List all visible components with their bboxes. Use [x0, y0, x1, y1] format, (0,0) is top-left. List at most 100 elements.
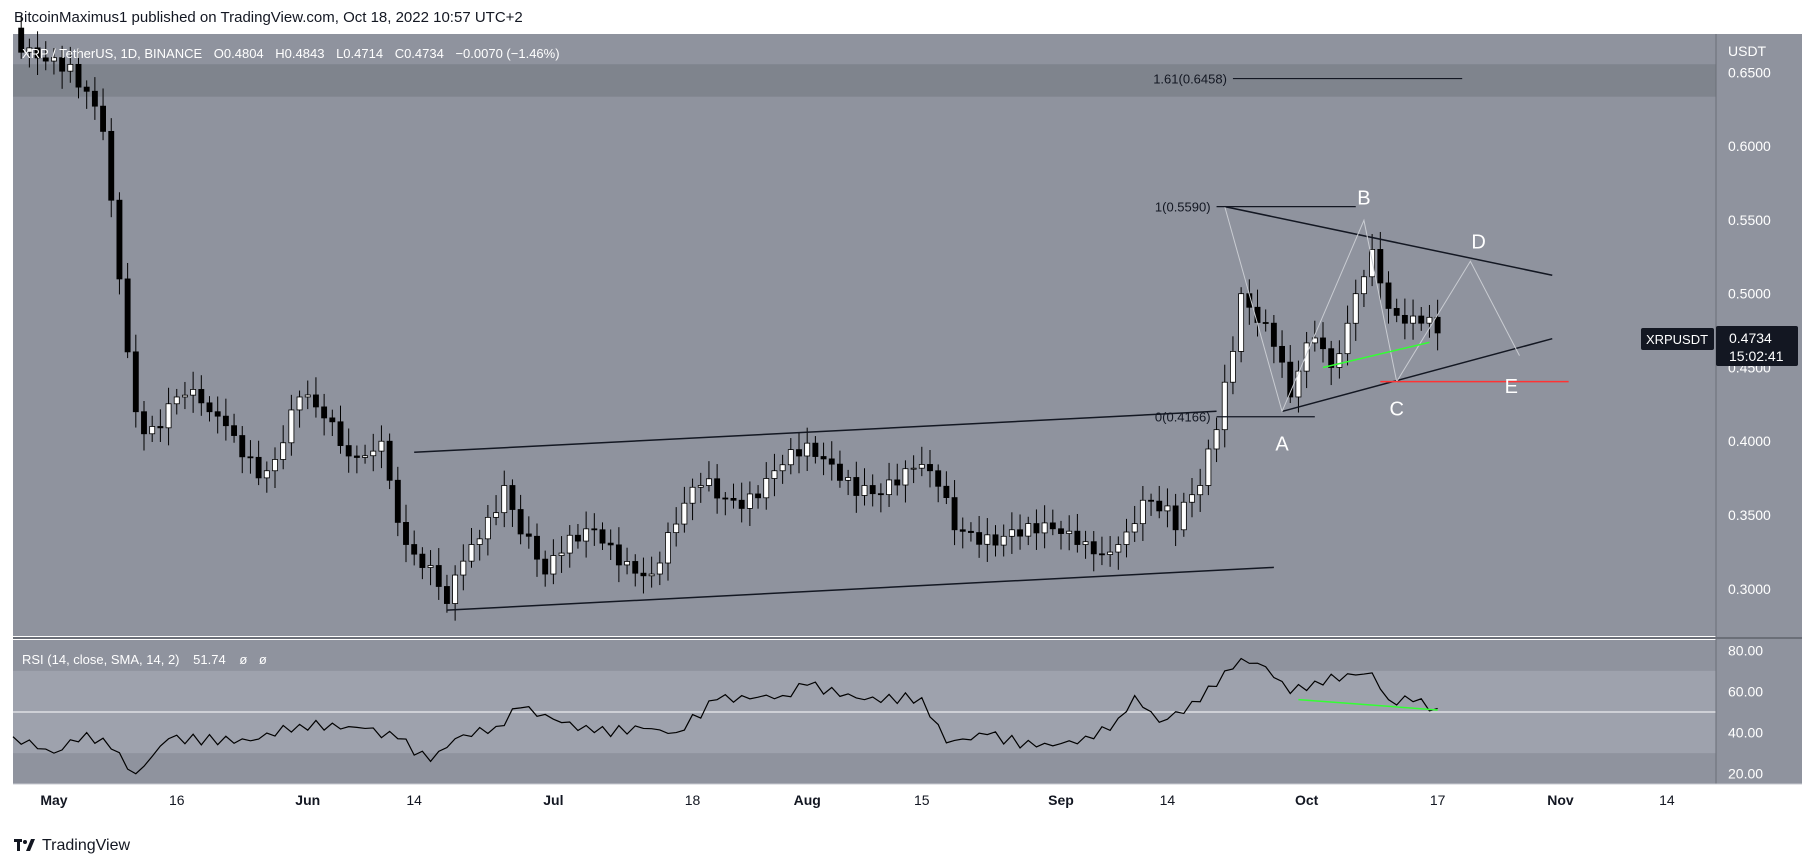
candle-body: [836, 463, 843, 481]
candle-body: [26, 47, 33, 53]
candle-body: [1295, 370, 1302, 398]
candle-body: [845, 477, 852, 481]
candle-body: [722, 497, 729, 500]
candle-body: [877, 493, 884, 496]
time-tick-label: Oct: [1295, 792, 1319, 808]
candle-body: [419, 553, 426, 568]
candle-body: [1205, 448, 1212, 486]
candle-body: [1328, 348, 1335, 368]
resistance-zone-band: [13, 64, 1716, 97]
candle-body: [190, 389, 197, 396]
candle-body: [779, 464, 786, 472]
candle-body: [1229, 351, 1236, 383]
legend-low: 0.4714: [343, 46, 383, 61]
candle-body: [116, 199, 123, 280]
candle-body: [231, 425, 238, 436]
wave-label-a: A: [1275, 434, 1289, 456]
candle-body: [886, 479, 893, 496]
price-divergence-line: [1322, 341, 1430, 369]
price-tag-countdown: 15:02:41: [1729, 348, 1784, 364]
wave-label-e: E: [1505, 376, 1518, 398]
price-tag-price: 0.4734: [1729, 330, 1772, 346]
candle-body: [443, 586, 450, 604]
candle-body: [1287, 361, 1294, 398]
candle-body: [427, 565, 434, 568]
rsi-value: 51.74: [193, 652, 226, 667]
legend-close: 0.4734: [404, 46, 444, 61]
candle-body: [918, 464, 925, 469]
time-tick-label: 17: [1430, 792, 1446, 808]
candle-body: [894, 479, 901, 486]
candle-body: [288, 409, 295, 444]
candle-body: [534, 535, 540, 560]
candle-body: [967, 530, 974, 533]
candle-body: [599, 529, 606, 544]
candle-body: [83, 86, 90, 92]
time-tick-label: May: [40, 792, 67, 808]
time-axis[interactable]: [13, 784, 1716, 816]
candle-body: [976, 532, 983, 545]
price-axis[interactable]: [1716, 34, 1802, 784]
candle-body: [181, 394, 188, 398]
candle-body: [501, 485, 508, 514]
trendline-channel-lower: [446, 566, 1274, 611]
wave-label-b: B: [1357, 187, 1370, 209]
candle-body: [435, 565, 442, 587]
chart-legend: XRP / TetherUS, 1D, BINANCE O0.4804 H0.4…: [22, 46, 560, 61]
candle-body: [222, 415, 229, 427]
rsi-tick-label: 20.00: [1728, 766, 1763, 782]
chart-drawings: [414, 205, 1569, 611]
candle-body: [1410, 315, 1417, 324]
rsi-tick-label: 80.00: [1728, 642, 1763, 658]
price-tag-symbol: XRPUSDT: [1646, 332, 1708, 347]
candle-body: [239, 435, 246, 458]
footer: TradingView: [14, 837, 130, 855]
candle-body: [1058, 528, 1064, 534]
wave-label-d: D: [1471, 232, 1485, 254]
candle-body: [263, 470, 270, 479]
price-axis-ticks: 0.65000.60000.55000.50000.45000.40000.35…: [1728, 64, 1771, 596]
rsi-series: [12, 657, 1438, 775]
fib-label: 0(0.4166): [1155, 410, 1211, 425]
candle-body: [67, 63, 74, 72]
candle-body: [820, 456, 827, 460]
candle-body: [1123, 531, 1130, 545]
trendline-channel-upper: [414, 410, 1217, 454]
candle-body: [132, 351, 139, 413]
candle-body: [198, 389, 205, 404]
candle-body: [329, 417, 336, 423]
price-tag: XRPUSDT 0.4734 15:02:41: [1641, 326, 1798, 366]
candle-body: [787, 449, 794, 466]
time-tick-label: 18: [685, 792, 701, 808]
time-tick-label: 15: [914, 792, 930, 808]
candle-body: [517, 509, 524, 535]
price-tag-symbol-box: [1641, 328, 1714, 350]
rsi-tick-label: 60.00: [1728, 683, 1763, 699]
price-tick-label: 0.4000: [1728, 433, 1771, 449]
candle-body: [714, 478, 721, 499]
candle-body: [476, 538, 483, 545]
rsi-legend: RSI (14, close, SMA, 14, 2) 51.74 ø ø: [22, 652, 267, 667]
candle-body: [1189, 494, 1195, 503]
candle-body: [149, 426, 156, 435]
candle-body: [812, 442, 819, 457]
publisher-header: BitcoinMaximus1 published on TradingView…: [14, 9, 523, 26]
candle-body: [1172, 505, 1179, 531]
candle-body: [1418, 315, 1425, 324]
candle-body: [1303, 342, 1310, 372]
fibonacci-levels: 1.61(0.6458) 1(0.5590) 0(0.4166): [1153, 72, 1463, 425]
candle-body: [1107, 551, 1114, 555]
candle-body: [157, 426, 164, 429]
candle-body: [1017, 529, 1024, 537]
candle-body: [272, 459, 278, 472]
price-tick-label: 0.6000: [1728, 138, 1771, 154]
candle-body: [1344, 322, 1351, 355]
legend-change: −0.0070 (−1.46%): [455, 46, 559, 61]
trendline-triangle-upper: [1224, 205, 1553, 276]
candle-body: [1049, 522, 1056, 530]
time-axis-ticks: May 16 Jun 14 Jul 18 Aug 15 Sep 14 Oct 17 Nov 14: [40, 792, 1675, 808]
candle-body: [951, 497, 958, 531]
candle-body: [525, 533, 532, 537]
candle-body: [869, 485, 876, 495]
